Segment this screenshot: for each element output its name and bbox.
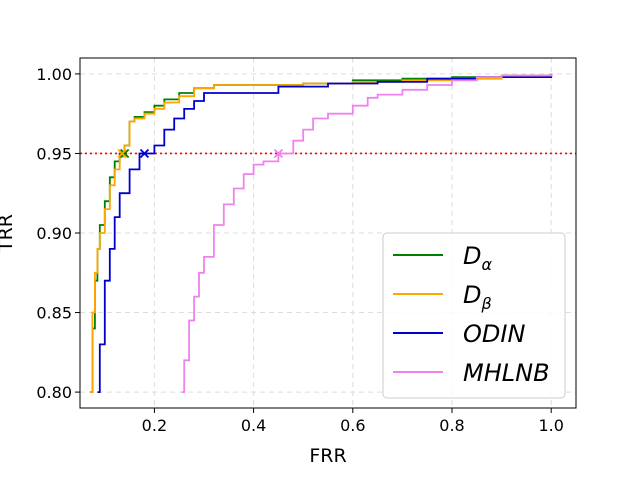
- legend-label: Dα: [463, 242, 492, 274]
- legend-label-name: MHLNB: [463, 359, 550, 387]
- marker-group: [117, 148, 284, 159]
- legend-label: MHLNB: [463, 359, 550, 387]
- y-tick-label: 1.00: [36, 65, 72, 84]
- y-axis-ticks: 0.80 0.85 0.90 0.95 1.00: [36, 65, 80, 402]
- legend-label-name: D: [463, 281, 481, 309]
- y-tick-label: 0.90: [36, 224, 72, 243]
- x-axis-ticks: 0.2 0.4 0.6 0.8 1.0: [142, 408, 564, 435]
- legend-label-subscript: β: [480, 294, 491, 313]
- legend-label: ODIN: [463, 320, 525, 348]
- series-line-mhlnb: [181, 73, 553, 393]
- series-group: [89, 73, 553, 393]
- series-marker: [120, 148, 130, 159]
- series-marker: [139, 148, 150, 159]
- y-tick-label: 0.80: [36, 383, 72, 402]
- legend-box: [382, 232, 566, 399]
- legend-label-name: ODIN: [463, 320, 525, 348]
- grid: [80, 58, 576, 408]
- series-marker: [273, 148, 284, 159]
- x-tick-label: 0.8: [439, 416, 464, 435]
- series-line-odin: [97, 73, 553, 393]
- x-tick-label: 1.0: [538, 416, 563, 435]
- y-tick-label: 0.95: [36, 144, 72, 163]
- legend-label-subscript: α: [481, 255, 492, 274]
- y-tick-label: 0.85: [36, 304, 72, 323]
- series-marker: [117, 148, 127, 159]
- legend-label: Dβ: [463, 281, 492, 313]
- x-axis-label: FRR: [309, 445, 346, 467]
- x-tick-label: 0.4: [241, 416, 266, 435]
- x-tick-label: 0.6: [340, 416, 365, 435]
- series-line-dβ: [89, 73, 553, 393]
- legend-label-name: D: [463, 242, 481, 270]
- y-axis-label: TRR: [0, 214, 17, 253]
- x-tick-label: 0.2: [142, 416, 167, 435]
